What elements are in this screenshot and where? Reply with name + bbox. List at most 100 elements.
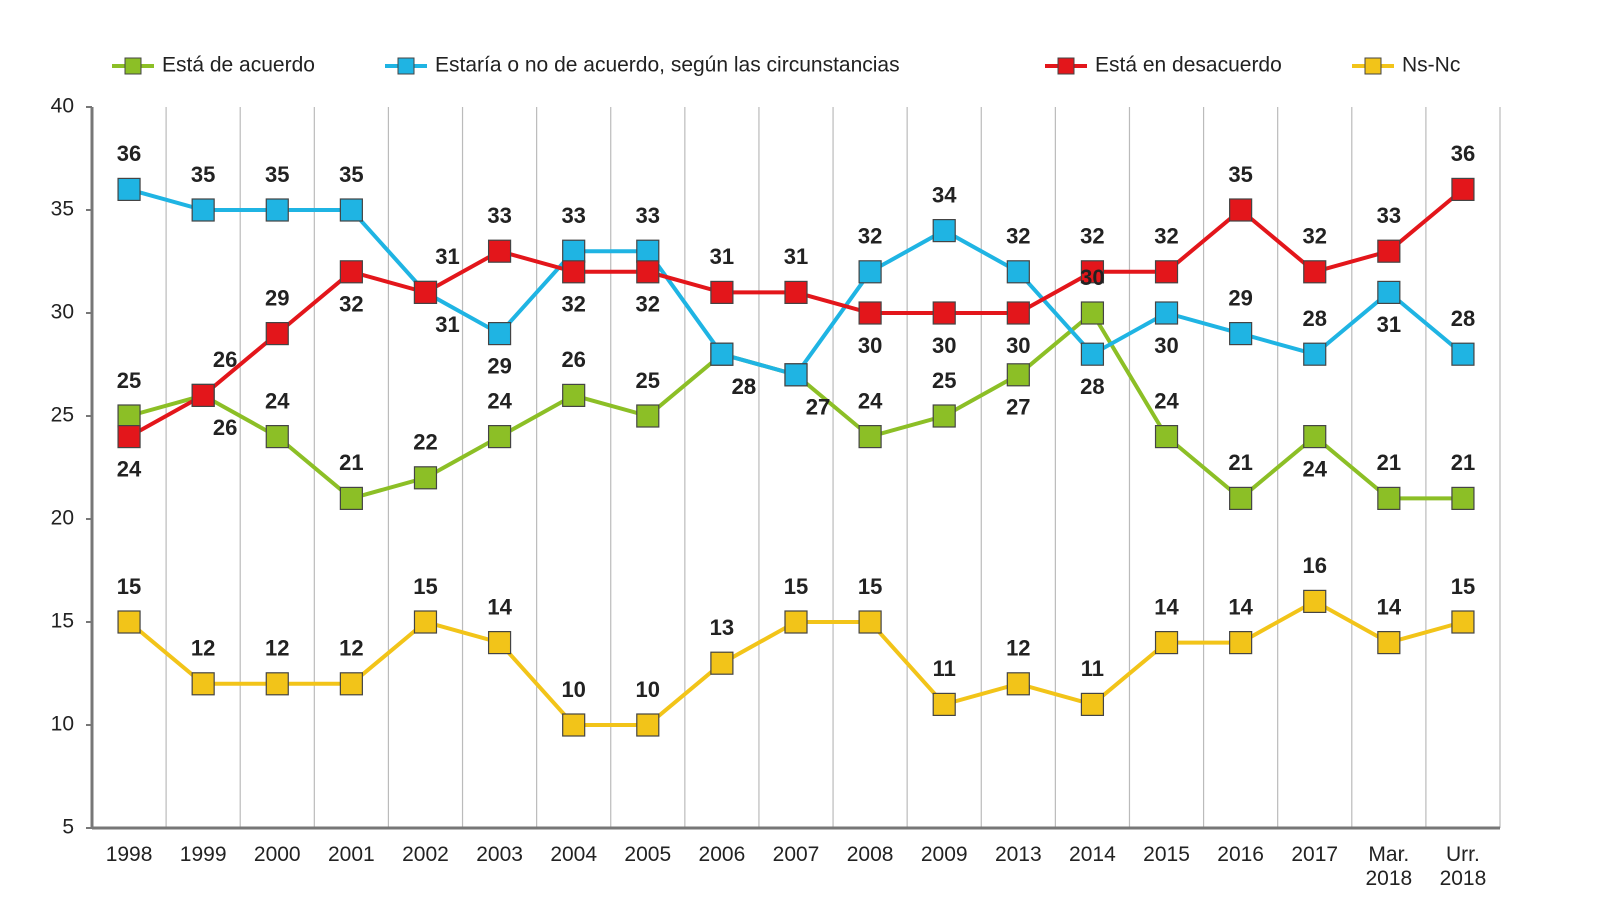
y-tick-label: 30 xyxy=(51,301,74,324)
x-tick-label: 1999 xyxy=(179,843,227,866)
legend-label: Ns-Nc xyxy=(1402,54,1460,77)
data-label: 34 xyxy=(932,182,957,207)
data-label: 28 xyxy=(732,374,756,399)
data-point xyxy=(1303,589,1327,614)
x-tick-label: Urr. 2018 xyxy=(1439,843,1487,890)
data-point xyxy=(1229,630,1253,655)
data-label: 31 xyxy=(1377,312,1401,337)
data-point xyxy=(265,198,289,222)
data-point xyxy=(117,404,141,428)
legend-marker xyxy=(1364,57,1382,75)
y-tick-label: 40 xyxy=(51,95,74,118)
x-tick-label: 2001 xyxy=(328,843,375,866)
x-tick-label: 2016 xyxy=(1217,843,1264,866)
y-tick-label: 10 xyxy=(51,713,74,736)
data-point xyxy=(1006,260,1030,284)
data-point xyxy=(932,301,956,325)
data-label: 32 xyxy=(561,292,585,317)
data-point xyxy=(1377,486,1401,510)
data-label: 21 xyxy=(1377,450,1401,475)
data-label: 32 xyxy=(636,292,660,317)
data-point xyxy=(117,610,141,634)
x-tick-label: 2007 xyxy=(772,843,820,866)
data-label: 35 xyxy=(339,162,363,187)
data-label: 30 xyxy=(932,333,956,358)
data-label: 21 xyxy=(1451,450,1475,475)
data-label: 31 xyxy=(784,244,808,269)
data-label: 28 xyxy=(1451,306,1475,331)
data-label: 29 xyxy=(1228,285,1252,310)
data-point xyxy=(1006,363,1030,387)
x-tick-label: 2008 xyxy=(846,843,894,866)
data-label: 35 xyxy=(265,162,289,187)
data-point xyxy=(265,672,289,696)
data-label: 14 xyxy=(487,594,512,619)
data-label: 12 xyxy=(339,636,363,661)
data-label: 26 xyxy=(561,347,585,372)
data-label: 32 xyxy=(1006,224,1030,249)
data-point xyxy=(339,260,363,284)
data-label: 13 xyxy=(710,615,734,640)
x-tick-label: 2003 xyxy=(476,843,523,866)
data-label: 24 xyxy=(1302,456,1327,481)
data-label: 12 xyxy=(1006,636,1030,661)
data-label: 29 xyxy=(487,353,511,378)
data-label: 27 xyxy=(806,395,830,420)
x-tick-label: 2004 xyxy=(550,843,598,866)
data-label: 14 xyxy=(1377,594,1402,619)
data-point xyxy=(562,713,586,737)
data-label: 12 xyxy=(191,636,215,661)
data-label: 26 xyxy=(213,415,237,440)
data-label: 33 xyxy=(487,203,511,228)
data-point xyxy=(191,672,215,696)
data-point xyxy=(487,425,512,449)
data-label: 11 xyxy=(1081,656,1104,681)
data-point xyxy=(1303,342,1327,366)
data-point xyxy=(784,610,808,634)
data-point xyxy=(413,280,438,304)
x-tick-label: 2014 xyxy=(1069,843,1116,866)
data-point xyxy=(636,404,660,428)
data-point xyxy=(784,363,808,387)
data-label: 35 xyxy=(191,162,215,187)
data-label: 25 xyxy=(932,368,956,393)
data-label: 32 xyxy=(1302,224,1326,249)
data-point xyxy=(1154,630,1179,655)
data-label: 32 xyxy=(858,224,882,249)
data-label: 16 xyxy=(1302,553,1326,578)
data-point xyxy=(487,630,512,655)
data-label: 25 xyxy=(636,368,660,393)
data-label: 24 xyxy=(265,388,290,413)
data-point xyxy=(562,383,586,407)
data-label: 30 xyxy=(858,333,882,358)
x-tick-label: 2009 xyxy=(920,843,968,866)
data-label: 31 xyxy=(710,244,734,269)
data-point xyxy=(636,713,660,737)
data-point xyxy=(413,610,438,634)
data-point xyxy=(1080,692,1105,717)
data-label: 14 xyxy=(1228,594,1253,619)
y-tick-label: 20 xyxy=(51,507,74,530)
data-point xyxy=(1303,260,1327,284)
x-tick-label: 2000 xyxy=(253,843,301,866)
data-point xyxy=(117,425,141,449)
data-label: 10 xyxy=(636,677,660,702)
data-point xyxy=(265,322,289,346)
data-point xyxy=(1229,198,1253,222)
data-point xyxy=(1451,177,1475,201)
data-point xyxy=(1451,342,1475,366)
data-label: 30 xyxy=(1154,333,1178,358)
data-point xyxy=(932,219,956,243)
x-tick-label: 2005 xyxy=(624,843,672,866)
data-point xyxy=(710,651,734,675)
data-label: 15 xyxy=(858,574,882,599)
data-label: 28 xyxy=(732,374,756,399)
x-tick-label: 2017 xyxy=(1291,843,1339,866)
y-tick-label: 25 xyxy=(51,404,74,427)
data-point xyxy=(265,425,289,449)
data-label: 21 xyxy=(1228,450,1252,475)
data-label: 30 xyxy=(1006,333,1030,358)
legend-marker xyxy=(1057,57,1075,75)
